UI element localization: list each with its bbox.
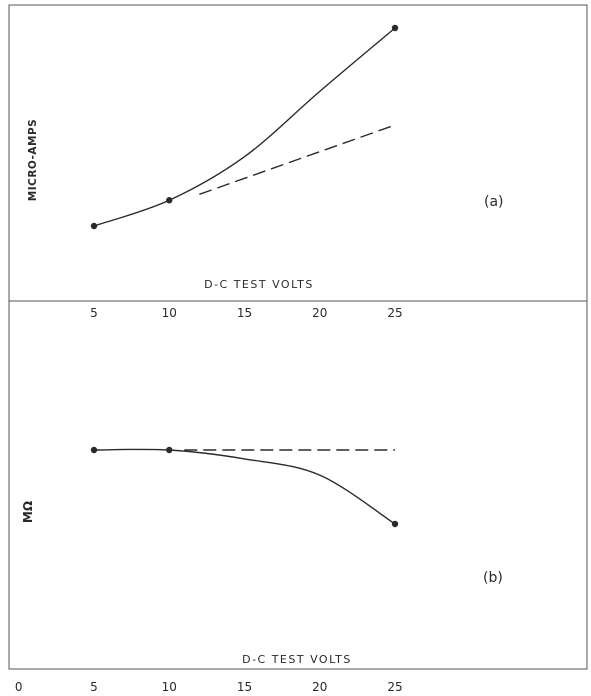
- chart-b-xlabel: D-C TEST VOLTS: [242, 653, 352, 666]
- chart-a-x-tick-label: 25: [387, 306, 402, 320]
- chart-b-x-tick-label: 0: [15, 680, 23, 694]
- chart-a-x-tick-label: 10: [162, 306, 177, 320]
- chart-b-ylabel: MΩ: [21, 501, 35, 523]
- chart-a-xlabel: D-C TEST VOLTS: [204, 278, 314, 291]
- chart-a-x-tick-label: 5: [90, 306, 98, 320]
- chart-b-data-point: [391, 520, 399, 528]
- chart-b-panel-label: (b): [483, 570, 503, 586]
- chart-b-x-tick-label: 20: [312, 680, 327, 694]
- chart-a-data-point: [90, 222, 98, 230]
- chart-a-data-point: [166, 197, 173, 204]
- chart-a-x-tick-label: 20: [312, 306, 327, 320]
- chart-a-frame: [8, 4, 588, 302]
- chart-b-x-tick-label: 25: [387, 680, 402, 694]
- chart-b-x-tick-label: 10: [162, 680, 177, 694]
- chart-a-panel-label: (a): [484, 194, 504, 210]
- chart-a-x-tick-label: 15: [237, 306, 252, 320]
- chart-a-data-point: [391, 24, 399, 32]
- chart-b-frame: [8, 300, 588, 670]
- chart-a-series-solid-line: [93, 27, 396, 227]
- chart-a-ylabel: MICRO-AMPS: [27, 119, 39, 201]
- chart-b-x-tick-label: 15: [237, 680, 252, 694]
- chart-b-data-point: [90, 446, 98, 454]
- chart-b-x-tick-label: 5: [90, 680, 98, 694]
- chart-a-series-dashed-line: [199, 124, 396, 195]
- chart-b-data-point: [166, 446, 173, 454]
- chart-b-series-solid-line: [93, 448, 396, 525]
